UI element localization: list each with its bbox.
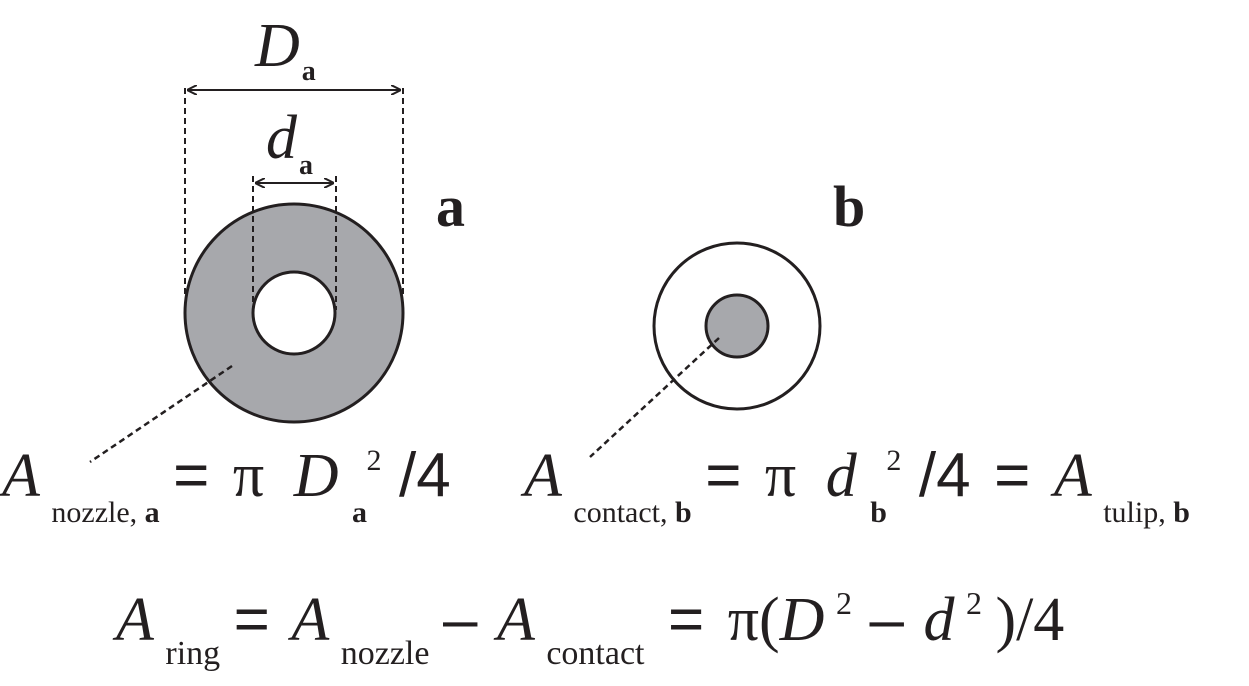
- contact-area-equation: A contact, b = π d b 2 /4 = A tulip, b: [520, 416, 1190, 536]
- ring-area-equation: A ring = A nozzle – A contact = π(D 2 – …: [112, 560, 1064, 678]
- panel-a: Da da a: [89, 12, 465, 464]
- panel-b: b: [589, 174, 865, 458]
- nozzle-leader-line: [89, 364, 233, 464]
- nozzle-inner-circle: [251, 270, 337, 356]
- contact-circle: [704, 293, 770, 359]
- panel-b-label: b: [833, 174, 865, 239]
- outer-diameter-label: Da: [254, 12, 316, 87]
- inner-diameter-label: da: [266, 104, 313, 181]
- panel-a-label: a: [436, 174, 465, 239]
- nozzle-area-equation: A nozzle, a = π D a 2 /4: [0, 416, 451, 536]
